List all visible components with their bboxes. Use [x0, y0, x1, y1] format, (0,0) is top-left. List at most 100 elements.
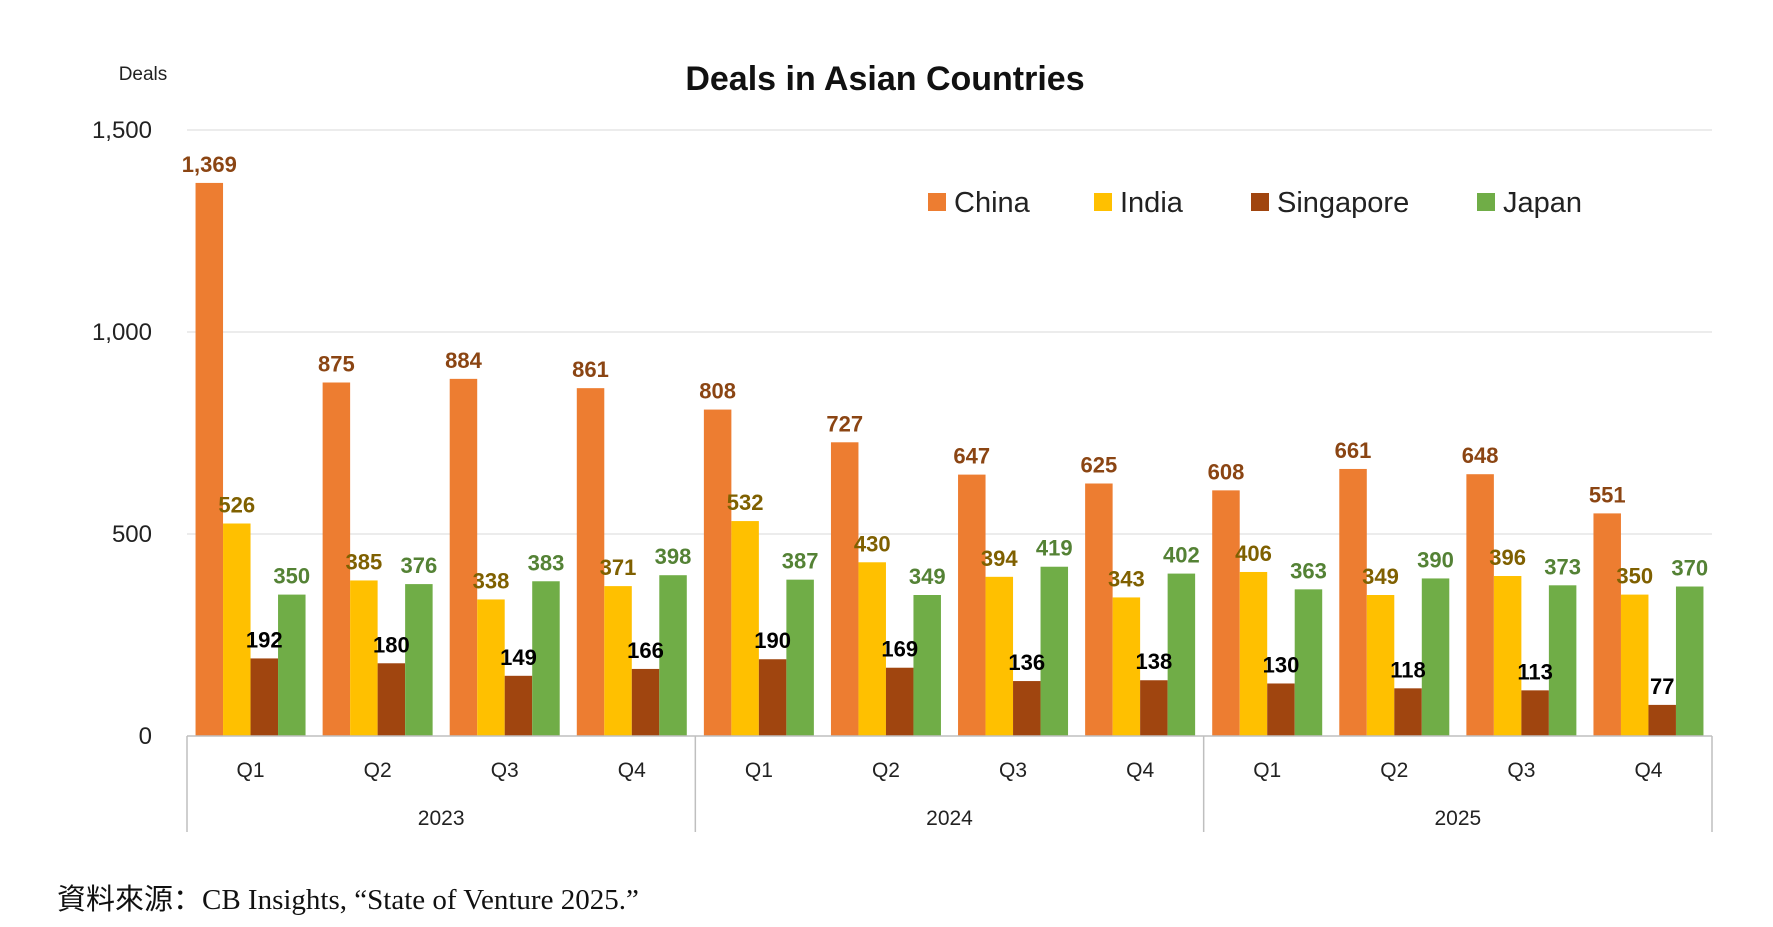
data-label-india: 385 [346, 549, 383, 574]
data-label-india: 350 [1616, 564, 1653, 589]
bar-japan [1421, 578, 1450, 736]
x-tick-label: Q4 [618, 759, 646, 782]
legend-item-india: India [1094, 187, 1184, 219]
data-label-japan: 376 [401, 553, 438, 578]
axes: 0 500 1,000 1,500 Q1 Q2 Q3 Q4 Q1 Q2 Q3 Q4 Q1 Q2 Q3 Q4 20… [92, 117, 1713, 832]
data-label-india: 394 [981, 546, 1018, 571]
bar-singapore [1267, 683, 1295, 736]
data-label-japan: 370 [1671, 556, 1708, 581]
bar-japan [659, 575, 687, 736]
bar-japan [1167, 573, 1196, 736]
legend-item-japan: Japan [1477, 187, 1582, 219]
legend-label: China [954, 187, 1031, 219]
legend: China India Singapore Japan [928, 187, 1582, 219]
data-label-singapore: 180 [373, 632, 410, 657]
data-label-singapore: 166 [627, 638, 664, 663]
x-tick-label: Q1 [237, 759, 265, 782]
data-label-singapore: 136 [1008, 650, 1045, 675]
data-label-singapore: 192 [246, 627, 283, 652]
bar-india [858, 562, 886, 736]
legend-item-singapore: Singapore [1251, 187, 1409, 219]
bar-india [350, 580, 378, 736]
bar-india [985, 576, 1014, 736]
source-note: 資料來源：CB Insights, “State of Venture 2025… [57, 884, 639, 916]
bar-india [223, 523, 251, 736]
legend-label: India [1120, 187, 1184, 219]
data-label-china: 884 [445, 348, 482, 373]
data-label-india: 430 [854, 531, 891, 556]
data-label-singapore: 130 [1263, 652, 1300, 677]
data-label-japan: 390 [1417, 547, 1454, 572]
data-label-japan: 419 [1036, 536, 1073, 561]
legend-swatch [928, 193, 946, 211]
data-label-china: 625 [1081, 453, 1118, 478]
bar-china [1085, 483, 1113, 736]
bar-japan [1675, 586, 1704, 736]
bar-japan [1548, 585, 1577, 736]
bar-singapore [377, 663, 406, 736]
data-label-japan: 383 [528, 550, 565, 575]
x-tick-label: Q2 [872, 759, 900, 782]
data-label-india: 343 [1108, 566, 1145, 591]
data-label-japan: 350 [273, 564, 310, 589]
data-label-china: 608 [1208, 459, 1245, 484]
y-tick-label: 0 [139, 723, 152, 750]
bar-china [195, 182, 224, 736]
x-tick-label: Q4 [1126, 759, 1154, 782]
y-tick-label: 1,500 [92, 117, 152, 144]
data-label-japan: 402 [1163, 543, 1200, 568]
bar-china [703, 409, 732, 736]
bar-china [830, 442, 859, 736]
bar-japan [278, 594, 306, 736]
data-label-singapore: 190 [754, 628, 791, 653]
bar-singapore [250, 658, 279, 736]
group-label: 2024 [926, 807, 973, 830]
bar-singapore [1394, 688, 1422, 736]
bar-singapore [631, 668, 660, 736]
data-label-china: 727 [826, 411, 863, 436]
bar-india [1620, 594, 1649, 736]
bar-china [1212, 490, 1240, 736]
x-tick-label: Q3 [999, 759, 1027, 782]
bar-china [958, 474, 986, 736]
bar-china [1466, 474, 1494, 736]
x-tick-label: Q3 [491, 759, 519, 782]
group-label: 2023 [418, 807, 465, 830]
bar-japan [532, 581, 560, 736]
data-label-singapore: 138 [1136, 649, 1173, 674]
data-label-india: 396 [1489, 545, 1526, 570]
legend-label: Japan [1503, 187, 1582, 219]
data-label-china: 875 [318, 352, 355, 377]
legend-swatch [1477, 193, 1495, 211]
data-label-india: 406 [1235, 541, 1272, 566]
x-tick-label: Q2 [364, 759, 392, 782]
bar-india [1366, 595, 1395, 736]
bar-singapore [1521, 690, 1549, 736]
x-tick-label: Q4 [1634, 759, 1662, 782]
legend-item-china: China [928, 187, 1031, 219]
data-label-singapore: 118 [1390, 657, 1426, 682]
data-label-china: 661 [1335, 438, 1372, 463]
data-label-japan: 387 [782, 549, 819, 574]
bar-japan [1294, 589, 1323, 736]
data-label-japan: 363 [1290, 558, 1327, 583]
legend-swatch [1094, 193, 1112, 211]
data-label-singapore: 149 [500, 645, 537, 670]
data-label-china: 808 [699, 379, 736, 404]
data-label-china: 647 [953, 444, 990, 469]
data-label-china: 861 [572, 357, 609, 382]
bar-india [731, 521, 759, 736]
x-tick-label: Q1 [745, 759, 773, 782]
bar-japan [786, 579, 814, 736]
y-tick-label: 500 [112, 521, 152, 548]
bar-india [477, 599, 505, 736]
x-tick-label: Q3 [1507, 759, 1535, 782]
bar-china [1593, 513, 1621, 736]
y-tick-label: 1,000 [92, 319, 152, 346]
bar-china [449, 378, 478, 736]
data-label-singapore: 113 [1517, 659, 1553, 684]
data-label-india: 526 [218, 492, 255, 517]
bar-singapore [885, 667, 914, 736]
chart-title: Deals in Asian Countries [685, 60, 1084, 98]
